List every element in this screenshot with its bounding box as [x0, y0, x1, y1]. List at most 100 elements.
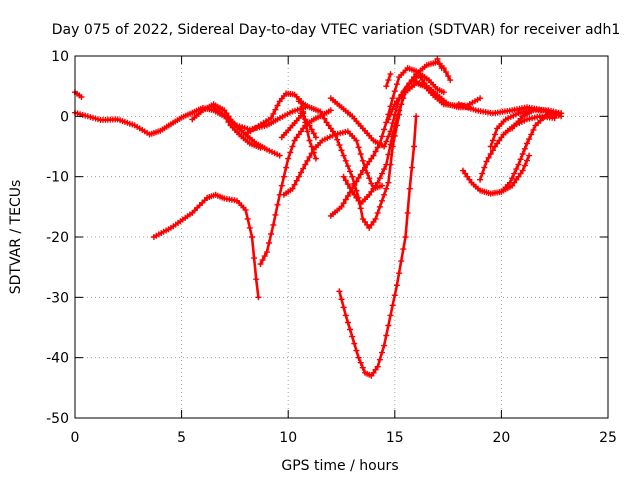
data-point-marker: [355, 144, 362, 151]
data-point-marker: [492, 131, 498, 138]
data-point-marker: [440, 89, 447, 96]
data-point-marker: [372, 148, 379, 155]
data-point-marker: [272, 211, 279, 218]
data-point-marker: [396, 270, 403, 277]
data-point-marker: [355, 354, 362, 361]
data-point-marker: [400, 91, 407, 98]
data-series-13: [336, 113, 420, 379]
data-point-marker: [268, 231, 275, 237]
data-point-marker: [526, 136, 533, 142]
data-point-marker: [389, 131, 396, 138]
data-point-marker: [274, 102, 281, 109]
data-point-marker: [263, 249, 270, 256]
data-point-marker: [304, 128, 311, 135]
data-point-marker: [434, 56, 441, 62]
series-trace: [73, 90, 83, 99]
data-point-marker: [524, 140, 530, 147]
x-tick-label: 10: [279, 430, 297, 446]
data-point-marker: [308, 150, 315, 157]
data-point-marker: [389, 106, 396, 113]
data-point-marker: [389, 95, 396, 102]
data-point-marker: [489, 147, 496, 154]
data-point-marker: [353, 187, 360, 194]
data-series-0: [72, 89, 85, 100]
y-tick-label: 10: [51, 49, 69, 65]
y-tick-label: -10: [46, 170, 69, 186]
x-tick-label: 25: [599, 430, 617, 446]
data-point-marker: [402, 234, 409, 240]
data-point-marker: [408, 164, 415, 171]
data-point-marker: [319, 112, 326, 119]
data-point-marker: [357, 151, 364, 157]
data-point-marker: [278, 182, 285, 189]
data-point-marker: [383, 138, 390, 145]
data-point-marker: [462, 170, 469, 177]
data-point-marker: [396, 107, 403, 114]
data-point-marker: [261, 253, 268, 260]
data-point-marker: [551, 115, 558, 122]
data-point-marker: [359, 157, 366, 164]
y-tick-label: -30: [46, 290, 69, 306]
data-point-marker: [381, 126, 388, 133]
data-point-marker: [387, 71, 394, 78]
data-point-marker: [513, 166, 520, 173]
data-point-marker: [359, 364, 366, 371]
data-point-marker: [321, 115, 328, 122]
data-point-marker: [383, 185, 390, 192]
data-point-marker: [353, 178, 360, 185]
axis-ticks: [74, 55, 609, 419]
data-point-marker: [385, 179, 392, 186]
data-point-marker: [302, 161, 309, 168]
data-series-2: [150, 191, 262, 301]
data-series-18: [383, 71, 394, 90]
data-point-marker: [310, 130, 317, 137]
data-point-marker: [306, 137, 313, 144]
data-point-marker: [496, 137, 503, 144]
data-point-marker: [389, 302, 396, 309]
data-point-marker: [327, 107, 334, 114]
data-point-marker: [509, 175, 516, 182]
data-point-marker: [477, 176, 484, 183]
data-point-marker: [393, 282, 400, 289]
data-point-marker: [379, 349, 385, 356]
data-point-marker: [249, 234, 255, 240]
data-point-marker: [340, 173, 347, 180]
data-series-16: [398, 71, 447, 102]
data-point-marker: [340, 304, 347, 311]
data-point-marker: [393, 98, 400, 105]
data-point-marker: [376, 175, 383, 182]
data-point-marker: [285, 155, 292, 162]
data-point-marker: [344, 319, 351, 326]
data-point-marker: [336, 288, 343, 295]
data-point-marker: [379, 170, 385, 177]
data-point-marker: [338, 147, 345, 154]
data-point-marker: [398, 258, 405, 265]
data-point-marker: [519, 167, 526, 174]
data-point-marker: [379, 133, 385, 140]
y-tick-label: 0: [60, 109, 69, 125]
data-point-marker: [511, 170, 518, 177]
data-point-marker: [338, 203, 345, 210]
data-point-marker: [266, 240, 272, 246]
axis-tick-labels: 0 5 10 15 20 25 10 0 -10 -20 -30 -40 -50: [46, 49, 617, 446]
data-point-marker: [385, 322, 392, 329]
data-point-marker: [383, 332, 390, 339]
data-point-marker: [355, 174, 362, 181]
data-point-marker: [306, 122, 313, 129]
data-point-marker: [374, 363, 381, 370]
data-series-10: [278, 110, 307, 141]
data-point-marker: [385, 116, 392, 123]
data-point-marker: [391, 292, 398, 299]
data-point-marker: [259, 257, 266, 264]
data-point-marker: [289, 185, 296, 192]
data-point-marker: [257, 261, 264, 268]
data-point-marker: [376, 203, 383, 210]
data-point-marker: [524, 157, 530, 164]
data-point-marker: [317, 108, 324, 115]
data-point-marker: [436, 60, 443, 67]
data-point-marker: [280, 173, 287, 180]
data-point-marker: [521, 162, 528, 169]
x-tick-label: 0: [71, 430, 80, 446]
data-point-marker: [270, 110, 277, 117]
